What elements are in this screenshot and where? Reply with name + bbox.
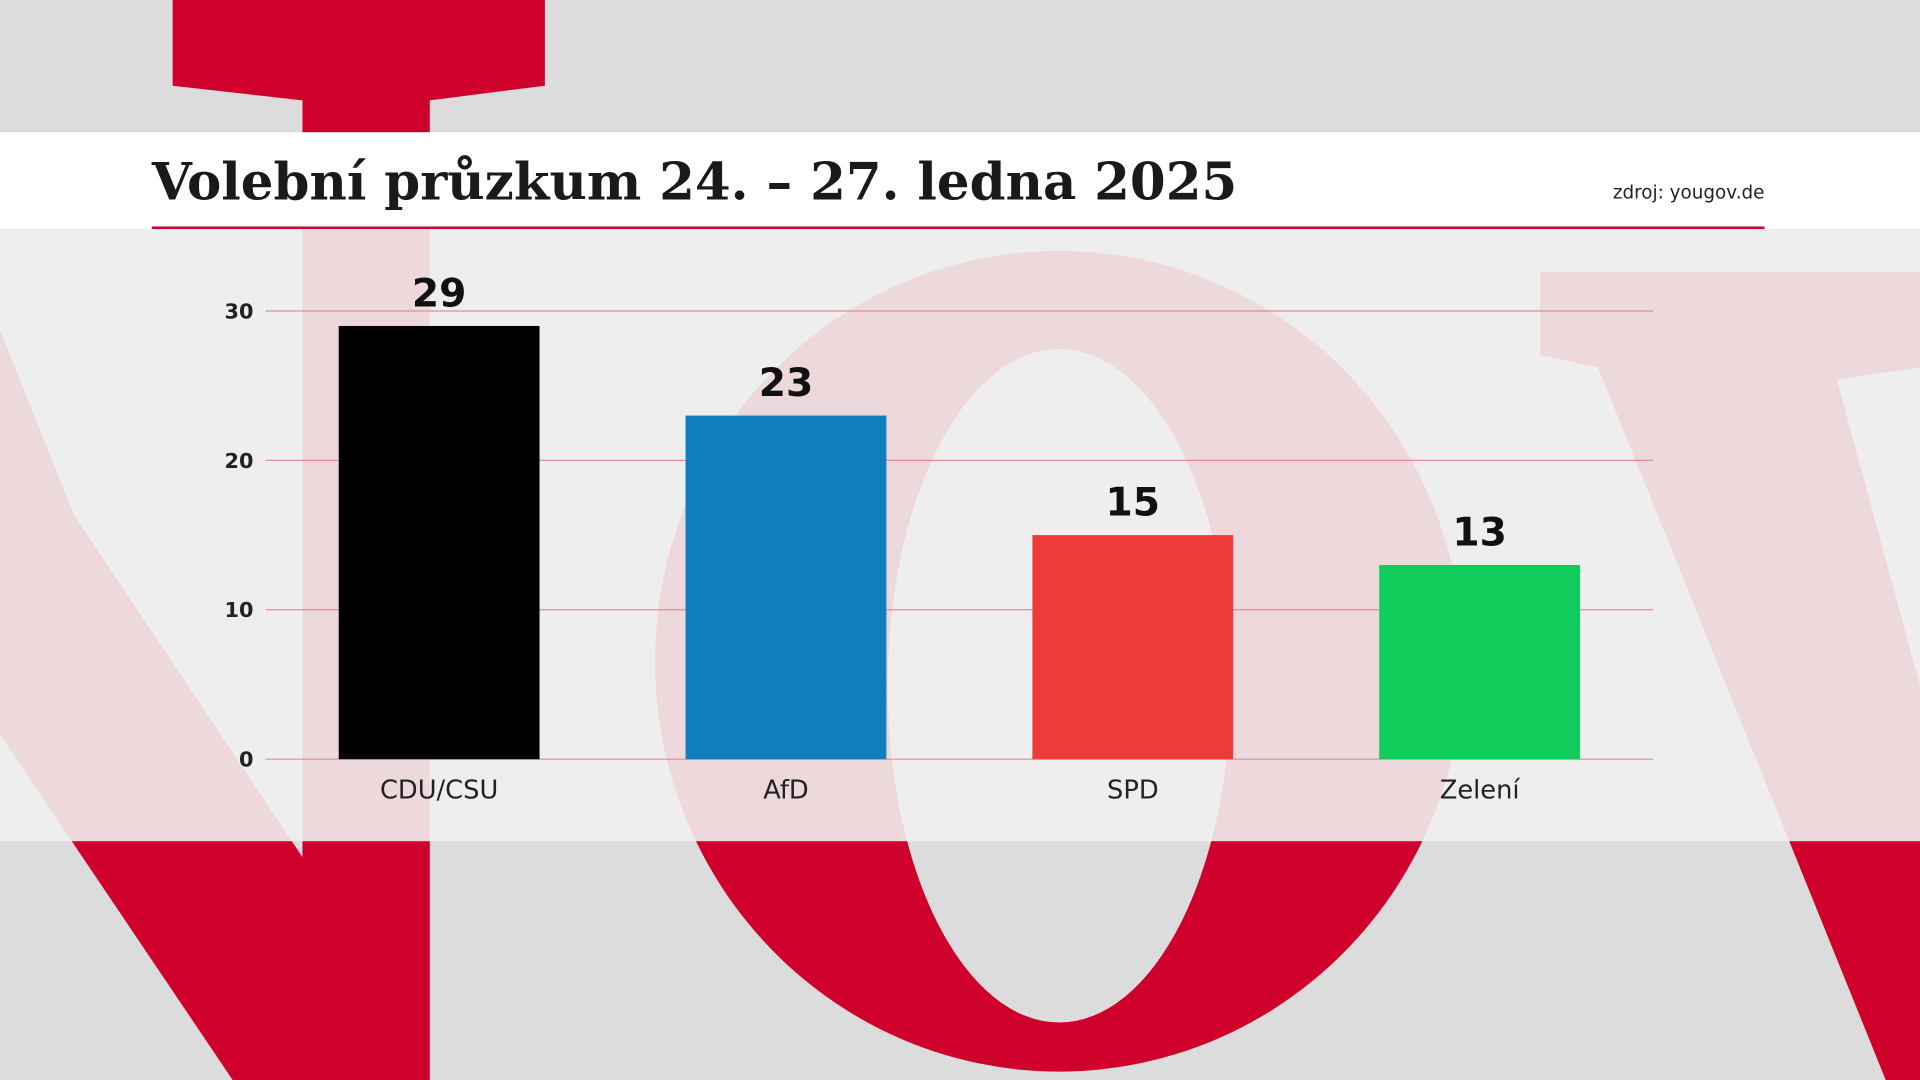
bar bbox=[1379, 564, 1581, 760]
value-label: 29 bbox=[412, 271, 467, 316]
y-tick-label: 0 bbox=[239, 748, 253, 772]
bar bbox=[338, 325, 540, 760]
bar bbox=[685, 415, 887, 760]
chart-band bbox=[0, 228, 1920, 842]
bar bbox=[1032, 535, 1234, 760]
value-label: 15 bbox=[1106, 481, 1161, 526]
x-tick-label: SPD bbox=[1107, 775, 1159, 805]
source: zdroj: yougov.de bbox=[1613, 182, 1765, 203]
y-tick-label: 20 bbox=[225, 449, 254, 473]
chart-title: Volební průzkum 24. – 27. ledna 2025 bbox=[151, 153, 1237, 213]
x-tick-label: CDU/CSU bbox=[380, 775, 498, 805]
y-tick-label: 30 bbox=[225, 299, 254, 323]
value-label: 13 bbox=[1452, 510, 1507, 555]
value-label: 23 bbox=[759, 361, 814, 406]
y-tick-label: 10 bbox=[225, 598, 254, 622]
x-tick-label: Zelení bbox=[1440, 775, 1521, 805]
header-band bbox=[0, 132, 1920, 229]
x-tick-label: AfD bbox=[763, 775, 809, 805]
